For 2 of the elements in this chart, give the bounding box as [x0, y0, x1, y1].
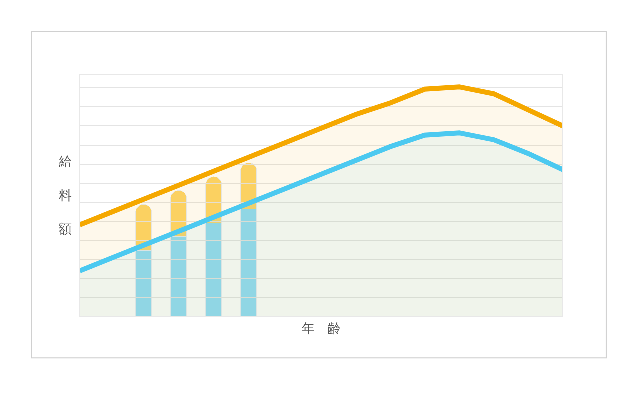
x-axis-title: 年 齢 — [302, 322, 341, 337]
text: 給料額 — [59, 155, 72, 238]
